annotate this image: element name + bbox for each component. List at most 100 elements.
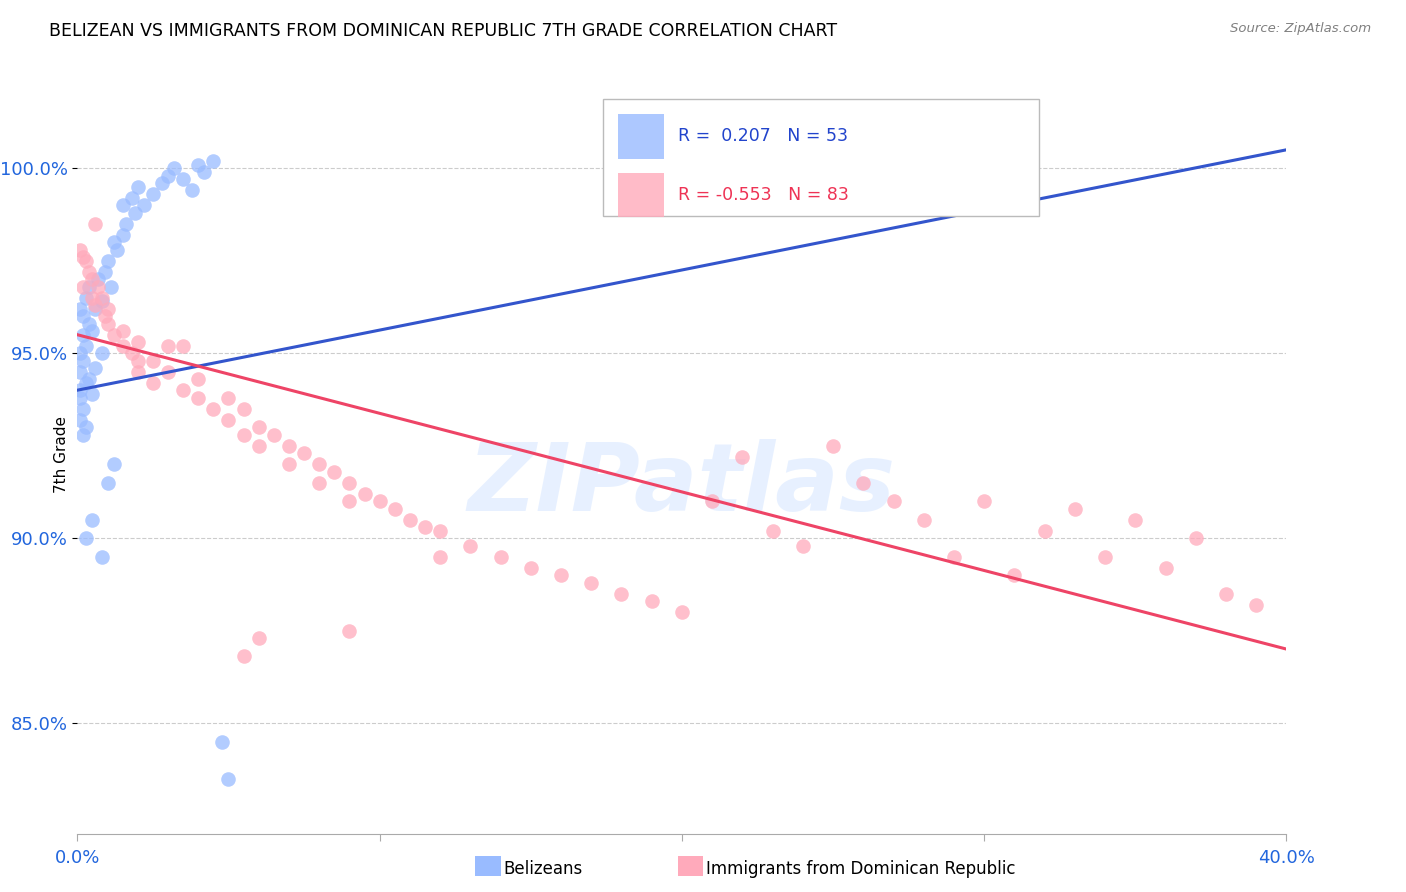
Point bbox=[111, 227, 134, 242]
Text: 40.0%: 40.0% bbox=[1258, 849, 1315, 867]
Point bbox=[520, 560, 543, 574]
Point bbox=[458, 539, 481, 553]
Point bbox=[96, 317, 118, 331]
Point bbox=[702, 494, 724, 508]
Point bbox=[187, 158, 209, 172]
Point bbox=[69, 413, 91, 427]
Point bbox=[641, 594, 664, 608]
Point bbox=[82, 291, 104, 305]
Point bbox=[187, 391, 209, 405]
Point bbox=[142, 353, 165, 368]
Point bbox=[72, 250, 94, 264]
Point bbox=[1185, 531, 1208, 545]
Point bbox=[121, 191, 143, 205]
Point bbox=[100, 279, 122, 293]
Point bbox=[132, 198, 155, 212]
Point bbox=[96, 301, 118, 316]
Point bbox=[75, 376, 97, 390]
Point bbox=[339, 475, 360, 490]
Point bbox=[943, 549, 966, 564]
Point bbox=[75, 291, 97, 305]
Point bbox=[157, 169, 180, 183]
Y-axis label: 7th Grade: 7th Grade bbox=[53, 417, 69, 493]
Point bbox=[69, 346, 91, 360]
Point bbox=[671, 605, 693, 619]
Point bbox=[792, 539, 814, 553]
Point bbox=[429, 549, 451, 564]
Point bbox=[93, 265, 115, 279]
Point bbox=[762, 524, 785, 538]
Point bbox=[292, 446, 315, 460]
Point bbox=[821, 439, 844, 453]
Point bbox=[127, 365, 149, 379]
Point bbox=[72, 279, 94, 293]
Text: Belizeans: Belizeans bbox=[503, 860, 582, 878]
Point bbox=[912, 513, 935, 527]
Point bbox=[103, 235, 125, 250]
Point bbox=[172, 172, 194, 186]
Point bbox=[103, 327, 125, 342]
Point bbox=[150, 176, 173, 190]
Text: Immigrants from Dominican Republic: Immigrants from Dominican Republic bbox=[706, 860, 1015, 878]
Point bbox=[84, 298, 107, 312]
Point bbox=[75, 531, 97, 545]
Point bbox=[429, 846, 451, 860]
Point bbox=[96, 475, 118, 490]
Bar bbox=[617, 173, 664, 218]
Point bbox=[193, 165, 215, 179]
Point bbox=[90, 291, 112, 305]
Point bbox=[973, 494, 995, 508]
Point bbox=[211, 734, 233, 748]
Point bbox=[82, 272, 104, 286]
Point bbox=[157, 339, 180, 353]
Point bbox=[202, 401, 225, 416]
Point bbox=[69, 301, 91, 316]
Point bbox=[72, 327, 94, 342]
Point bbox=[247, 631, 270, 645]
Point bbox=[232, 649, 254, 664]
Point bbox=[82, 324, 104, 338]
Point bbox=[1125, 513, 1147, 527]
Point bbox=[187, 372, 209, 386]
Point bbox=[79, 372, 101, 386]
Point bbox=[93, 310, 115, 324]
Point bbox=[163, 161, 186, 176]
Point bbox=[368, 494, 391, 508]
Point bbox=[181, 184, 204, 198]
Point bbox=[172, 383, 194, 397]
Text: BELIZEAN VS IMMIGRANTS FROM DOMINICAN REPUBLIC 7TH GRADE CORRELATION CHART: BELIZEAN VS IMMIGRANTS FROM DOMINICAN RE… bbox=[49, 22, 838, 40]
Point bbox=[852, 475, 875, 490]
Point bbox=[84, 361, 107, 376]
Point bbox=[82, 513, 104, 527]
Text: Source: ZipAtlas.com: Source: ZipAtlas.com bbox=[1230, 22, 1371, 36]
Point bbox=[90, 346, 112, 360]
Point bbox=[75, 253, 97, 268]
Point bbox=[218, 391, 240, 405]
Point bbox=[1094, 549, 1116, 564]
Point bbox=[610, 586, 633, 600]
Point bbox=[323, 465, 346, 479]
Point bbox=[87, 279, 110, 293]
Point bbox=[308, 457, 330, 471]
Text: 0.0%: 0.0% bbox=[55, 849, 100, 867]
Point bbox=[90, 549, 112, 564]
Point bbox=[172, 339, 194, 353]
Point bbox=[79, 265, 101, 279]
Point bbox=[339, 494, 360, 508]
Point bbox=[202, 153, 225, 168]
Point bbox=[883, 494, 905, 508]
Text: R =  0.207   N = 53: R = 0.207 N = 53 bbox=[678, 128, 848, 145]
Point bbox=[353, 487, 375, 501]
Point bbox=[157, 365, 180, 379]
Point bbox=[384, 501, 406, 516]
Point bbox=[308, 475, 330, 490]
Point bbox=[72, 353, 94, 368]
Text: R = -0.553   N = 83: R = -0.553 N = 83 bbox=[678, 186, 849, 204]
Point bbox=[87, 272, 110, 286]
Point bbox=[69, 365, 91, 379]
Point bbox=[105, 243, 128, 257]
Point bbox=[111, 339, 134, 353]
Point bbox=[429, 524, 451, 538]
Point bbox=[731, 450, 754, 464]
Point bbox=[121, 346, 143, 360]
